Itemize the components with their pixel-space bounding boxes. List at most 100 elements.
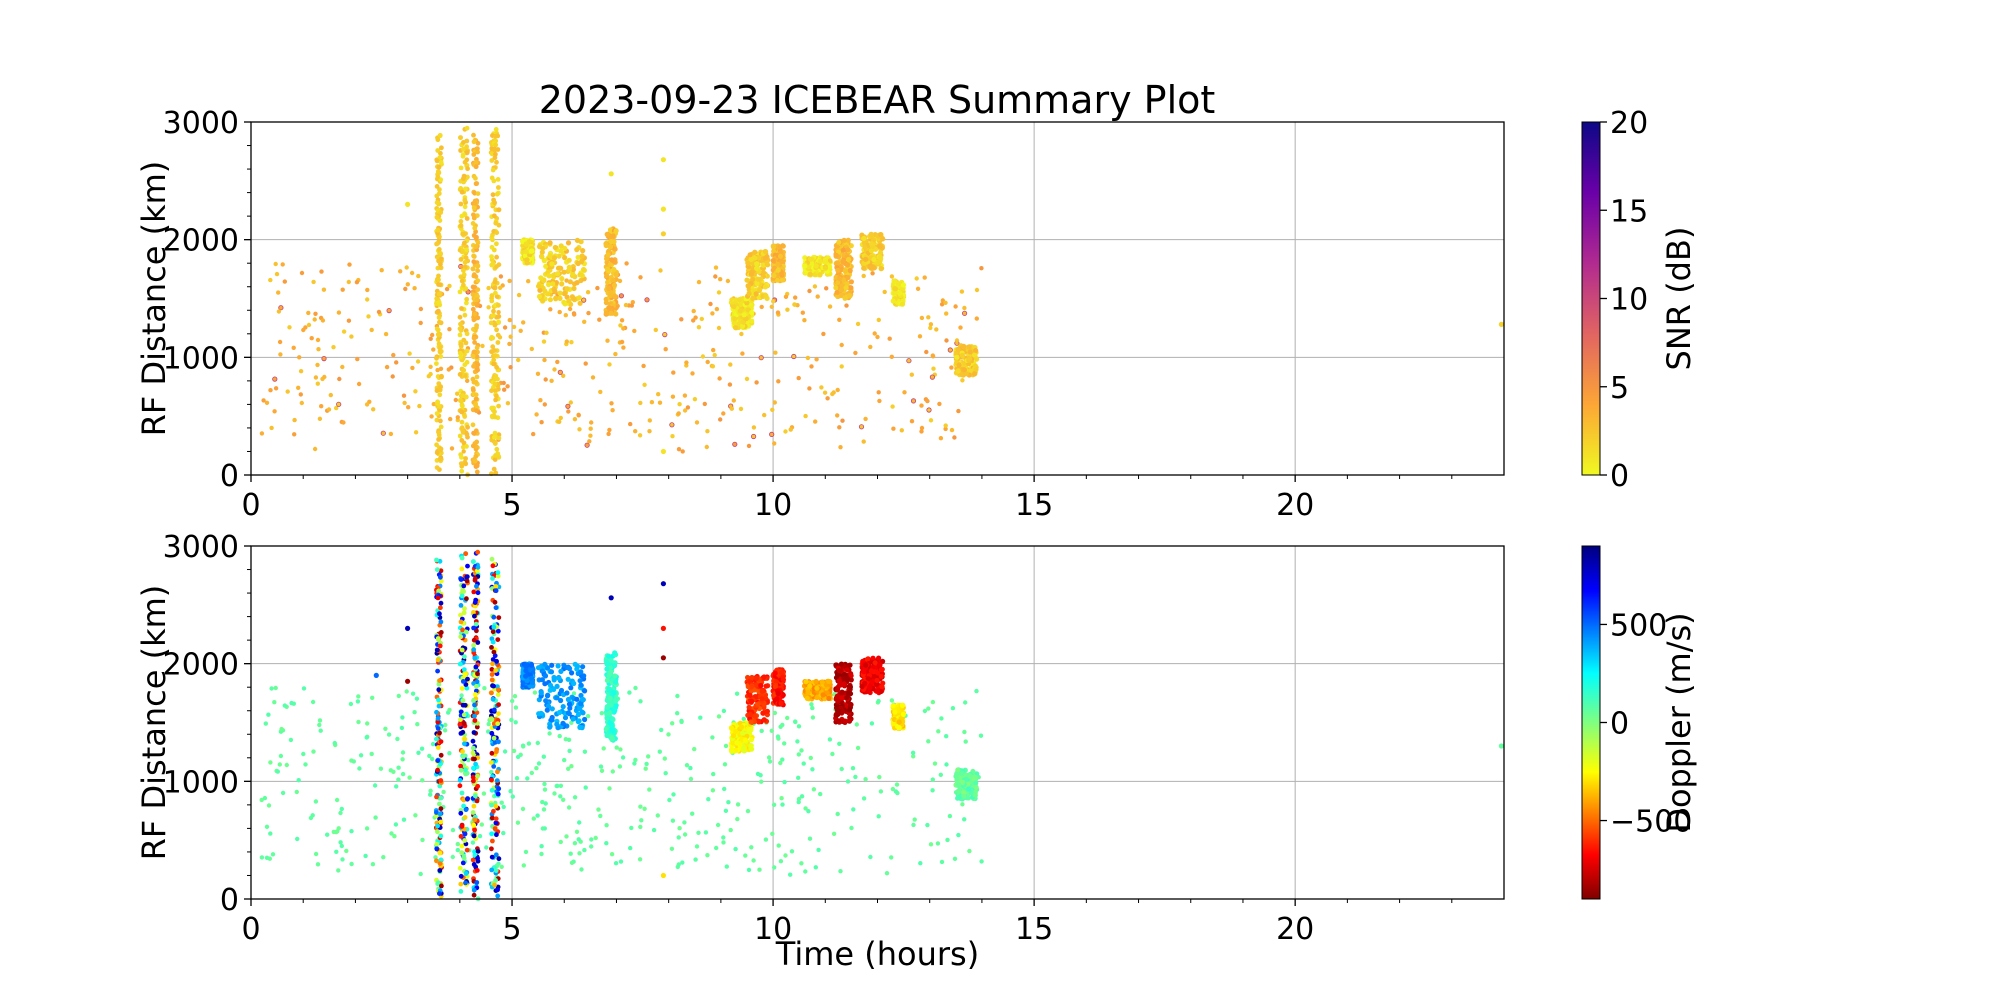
- data-point: [546, 273, 552, 279]
- data-point: [461, 282, 466, 288]
- x-tick-label: 5: [502, 488, 521, 523]
- data-point: [696, 325, 702, 330]
- data-point: [370, 862, 376, 867]
- data-point: [502, 387, 507, 392]
- data-point: [609, 727, 616, 733]
- data-point: [546, 282, 552, 288]
- data-point: [752, 713, 758, 719]
- data-point: [437, 319, 442, 325]
- data-point: [731, 304, 737, 310]
- data-point: [492, 882, 497, 888]
- data-point: [407, 775, 412, 780]
- data-point: [420, 778, 425, 783]
- data-point: [691, 308, 696, 314]
- data-point: [762, 284, 769, 290]
- data-point: [492, 826, 498, 832]
- data-point: [810, 705, 815, 711]
- data-point: [461, 179, 466, 185]
- data-point: [604, 677, 611, 684]
- data-point: [461, 176, 466, 182]
- data-point: [356, 694, 361, 699]
- data-point: [438, 600, 444, 606]
- data-point: [570, 266, 577, 273]
- data-point: [493, 668, 499, 673]
- data-point: [558, 697, 564, 704]
- data-point: [490, 313, 496, 318]
- data-point: [734, 740, 740, 746]
- data-point: [609, 716, 616, 722]
- data-point: [549, 261, 555, 267]
- data-point: [605, 252, 611, 258]
- data-point: [470, 750, 476, 756]
- data-point: [937, 401, 942, 407]
- data-point: [396, 765, 401, 770]
- data-point: [455, 415, 460, 420]
- data-point: [334, 797, 340, 803]
- data-point: [700, 354, 706, 359]
- data-point: [463, 767, 468, 773]
- data-point: [755, 701, 761, 707]
- data-point: [850, 766, 856, 771]
- data-point: [962, 305, 967, 311]
- data-point: [563, 737, 568, 742]
- data-point: [589, 837, 594, 842]
- data-point: [769, 728, 774, 733]
- data-point: [733, 728, 739, 735]
- data-point: [471, 892, 477, 898]
- data-point: [621, 345, 626, 350]
- data-point: [494, 393, 499, 399]
- data-point: [618, 747, 623, 752]
- data-point: [472, 718, 478, 723]
- data-point: [610, 233, 616, 239]
- data-point: [1498, 321, 1504, 327]
- data-point: [755, 276, 761, 282]
- data-point: [326, 407, 332, 412]
- data-point: [608, 244, 614, 250]
- data-point: [539, 249, 545, 255]
- data-point: [276, 290, 281, 295]
- data-point: [609, 401, 614, 406]
- data-point: [435, 137, 441, 143]
- data-point: [692, 397, 698, 402]
- data-point: [541, 258, 547, 264]
- data-point: [783, 853, 788, 858]
- data-point: [441, 789, 446, 795]
- data-point: [523, 662, 530, 668]
- data-point: [457, 783, 463, 789]
- data-point: [523, 849, 529, 855]
- data-point: [906, 358, 912, 364]
- data-point: [855, 745, 861, 751]
- data-point: [471, 647, 477, 653]
- data-point: [754, 380, 759, 385]
- data-point: [861, 260, 867, 266]
- data-point: [474, 374, 480, 380]
- data-point: [659, 727, 664, 733]
- data-point: [838, 445, 843, 450]
- data-point: [660, 157, 667, 163]
- data-point: [761, 717, 767, 723]
- data-point: [612, 673, 618, 679]
- data-point: [774, 277, 781, 283]
- data-point: [877, 774, 882, 780]
- data-point: [572, 417, 578, 422]
- data-point: [839, 287, 845, 293]
- data-point: [510, 698, 515, 704]
- data-point: [462, 159, 468, 165]
- data-point: [521, 744, 526, 749]
- data-point: [470, 857, 476, 863]
- data-point: [844, 262, 851, 268]
- data-point: [660, 448, 667, 455]
- data-point: [909, 419, 915, 424]
- data-point: [461, 610, 467, 616]
- data-point: [680, 860, 685, 865]
- data-point: [565, 403, 571, 409]
- data-point: [744, 300, 750, 306]
- data-point: [740, 351, 745, 356]
- data-point: [749, 698, 755, 705]
- data-point: [593, 835, 598, 841]
- data-point: [633, 757, 638, 763]
- data-point: [495, 791, 501, 797]
- data-point: [884, 871, 890, 876]
- data-point: [753, 291, 759, 297]
